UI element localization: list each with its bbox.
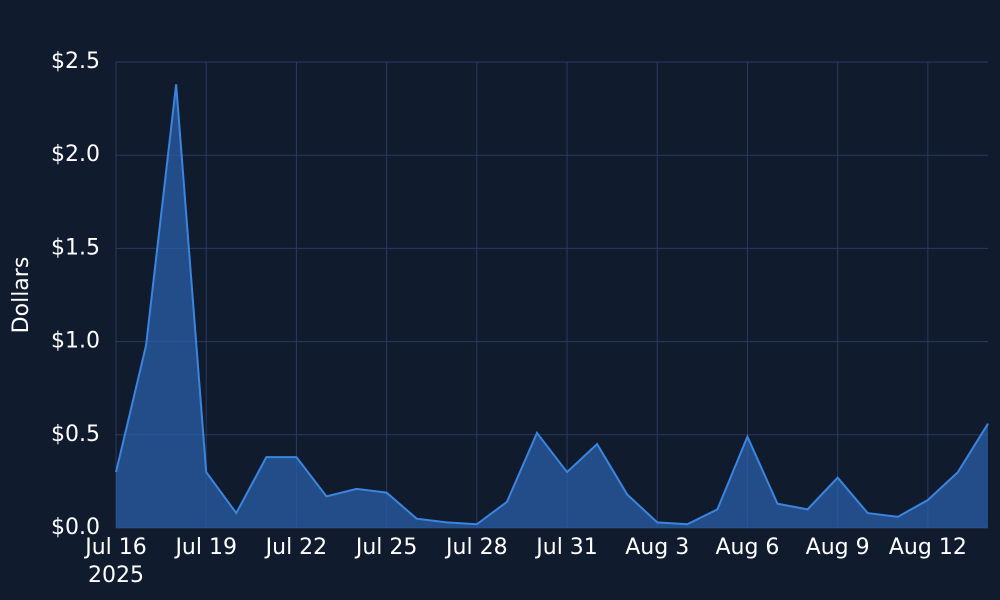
y-tick-label: $1.0 [51,329,100,354]
x-tick-label: Jul 25 [354,535,418,560]
y-tick-label: $2.5 [51,49,100,74]
x-tick-label: Jul 19 [173,535,237,560]
y-tick-label: $1.5 [51,235,100,260]
x-tick-label: Aug 3 [625,535,689,560]
x-tick-label: Jul 28 [444,535,508,560]
x-tick-label: Aug 12 [889,535,967,560]
x-tick-label: Aug 9 [806,535,870,560]
area-line [115,84,989,526]
x-tick-label: Aug 6 [715,535,779,560]
x-tick-label: Jul 31 [534,535,598,560]
area-fill [116,84,988,529]
y-tick-label: $0.0 [51,515,100,540]
y-tick-label: $0.5 [51,422,100,447]
x-tick-label: Jul 22 [264,535,328,560]
x-tick-label: Jul 16 [83,535,147,560]
y-axis-title: Dollars [9,257,34,334]
y-tick-label: $2.0 [51,142,100,167]
x-year-label: 2025 [88,563,144,588]
